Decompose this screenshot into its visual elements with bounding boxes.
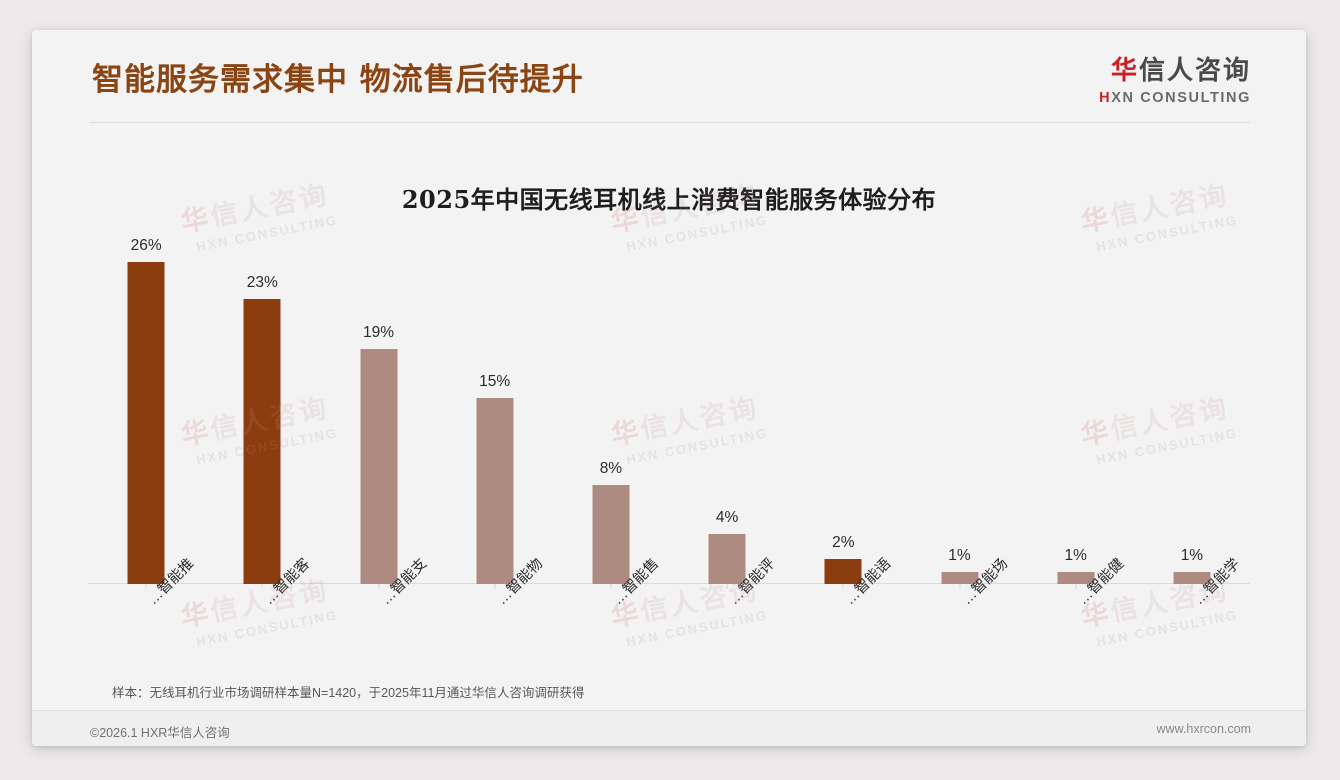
- bar[interactable]: [708, 534, 746, 584]
- x-axis-tick: [1075, 584, 1077, 589]
- website-text: www.hxrcon.com: [1156, 722, 1251, 736]
- bar-chart-plot: 26% 智能推… 23% 智能客… 19% 智能支… 15% 智能物… 8% 智能售… 4% 智能评……: [88, 237, 1250, 608]
- chart-title: 2025年中国无线耳机线上消费智能服务体验分布: [401, 185, 937, 214]
- bar[interactable]: [1173, 572, 1211, 584]
- x-axis-tick: [145, 584, 147, 589]
- footer-bar: ©2026.1 HXR华信人咨询 www.hxrcon.com: [32, 710, 1306, 746]
- bar-value-label: 8%: [599, 460, 623, 477]
- bar-group[interactable]: 1% 智能健…: [1018, 242, 1134, 608]
- bar[interactable]: [1057, 572, 1095, 584]
- page-title: 智能服务需求集中 物流售后待提升: [92, 62, 584, 98]
- bar[interactable]: [476, 398, 514, 584]
- logo-en-accent-char: H: [1099, 90, 1112, 106]
- bar-group[interactable]: 19% 智能支…: [321, 242, 437, 608]
- x-axis-tick: [726, 584, 728, 589]
- bar[interactable]: [941, 572, 978, 584]
- x-axis-line: [88, 583, 1250, 584]
- slide-card: 智能服务需求集中 物流售后待提升 华信人咨询 HXN CONSULTING 20…: [32, 30, 1306, 746]
- x-axis-tick: [378, 584, 379, 589]
- bar-group[interactable]: 2% 智能语…: [785, 242, 901, 608]
- x-axis-tick: [1191, 584, 1193, 589]
- header-divider: [90, 122, 1250, 123]
- bar-group[interactable]: 8% 智能售…: [553, 242, 669, 608]
- bar-value-label: 26%: [130, 237, 162, 254]
- logo-english-text: HXN CONSULTING: [1099, 91, 1251, 106]
- bar[interactable]: [127, 262, 165, 584]
- sample-note: 样本：无线耳机行业市场调研样本量N=1420，于2025年11月通过华信人咨询调…: [112, 686, 585, 700]
- bar[interactable]: [243, 299, 281, 584]
- logo-chinese-rest: 信人咨询: [1138, 56, 1251, 86]
- bar-value-label: 1%: [948, 547, 971, 564]
- bar-group[interactable]: 15% 智能物…: [437, 242, 553, 608]
- brand-logo: 华信人咨询 HXN CONSULTING: [1099, 58, 1251, 106]
- x-axis-tick: [494, 584, 496, 589]
- bar[interactable]: [592, 485, 630, 584]
- bar[interactable]: [360, 349, 397, 584]
- x-axis-tick: [261, 584, 263, 589]
- bar-value-label: 4%: [715, 509, 739, 526]
- bar-group[interactable]: 1% 智能学…: [1134, 242, 1250, 608]
- bar-value-label: 19%: [362, 324, 395, 341]
- bar-value-label: 15%: [479, 373, 511, 390]
- x-axis-tick: [959, 584, 960, 589]
- bar-value-label: 1%: [1180, 547, 1204, 564]
- x-axis-tick: [842, 584, 844, 589]
- logo-chinese-text: 华信人咨询: [1099, 58, 1251, 84]
- bar-group[interactable]: 1% 智能场…: [902, 242, 1018, 608]
- copyright-text: ©2026.1 HXR华信人咨询: [90, 726, 230, 740]
- chart-area: 2025年中国无线耳机线上消费智能服务体验分布 26% 智能推… 23% 智能客… 19…: [32, 122, 1306, 682]
- bar-group[interactable]: 26% 智能推…: [88, 237, 204, 608]
- logo-en-rest: XN CONSULTING: [1111, 90, 1251, 106]
- bar-group[interactable]: 4% 智能评…: [669, 242, 785, 608]
- bar-group[interactable]: 23% 智能客…: [204, 242, 320, 608]
- bar-value-label: 1%: [1064, 547, 1087, 564]
- bar[interactable]: [824, 559, 862, 584]
- bar-value-label: 2%: [832, 534, 855, 551]
- slide-header: 智能服务需求集中 物流售后待提升 华信人咨询 HXN CONSULTING: [32, 30, 1306, 123]
- x-axis-tick: [610, 584, 612, 589]
- bar-value-label: 23%: [246, 274, 278, 291]
- logo-accent-char: 华: [1110, 56, 1139, 86]
